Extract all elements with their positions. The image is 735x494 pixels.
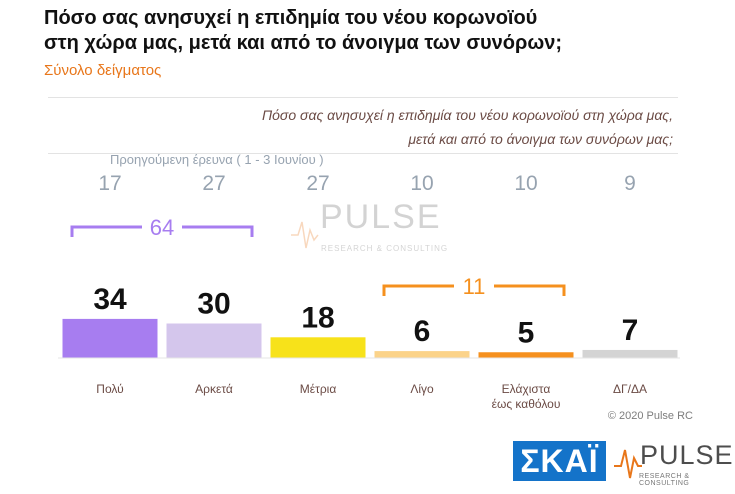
- category-label: ΔΓ/ΔΑ: [613, 382, 647, 396]
- page-title: Πόσο σας ανησυχεί η επιδημία του νέου κο…: [44, 6, 684, 56]
- bar: [478, 352, 574, 358]
- title-line-1: Πόσο σας ανησυχεί η επιδημία του νέου κο…: [44, 7, 538, 29]
- bar-value-label: 34: [93, 283, 127, 316]
- bar-value-label: 7: [622, 314, 639, 347]
- group-sum-bracket: 64: [70, 215, 254, 240]
- bracket-left-arm: [70, 225, 142, 237]
- previous-value-label: 10: [514, 172, 537, 195]
- question-line-1: Πόσο σας ανησυχεί η επιδημία του νέου κο…: [261, 107, 673, 123]
- group-sum-brackets: 64 11: [70, 215, 566, 299]
- bar-value-label: 6: [414, 315, 431, 348]
- bracket-right-arm: [494, 284, 566, 296]
- previous-value-label: 27: [306, 172, 329, 195]
- watermark-pulse-icon: [291, 221, 319, 249]
- watermark-tagline: RESEARCH & CONSULTING: [321, 244, 448, 253]
- bar: [374, 351, 470, 358]
- subtitle: Σύνολο δείγματος: [44, 62, 162, 79]
- bar: [62, 318, 158, 358]
- pulse-logo-word: PULSE: [640, 440, 734, 470]
- previous-survey-label: Προηγούμενη έρευνα ( 1 - 3 Ιουνίου ): [110, 152, 324, 167]
- skai-logo: ΣΚΑΪ: [513, 441, 606, 481]
- category-label: Μέτρια: [300, 382, 337, 396]
- pulse-logo-icon: [614, 449, 642, 479]
- title-line-2: στη χώρα μας, μετά και από το άνοιγμα τω…: [44, 32, 563, 54]
- question-line-2: μετά και από το άνοιγμα των συνόρων μας;: [408, 131, 673, 147]
- watermark-brand: PULSE: [320, 198, 442, 236]
- value-labels: 34 30 18 6 5 7: [93, 283, 638, 349]
- previous-value-label: 27: [202, 172, 225, 195]
- group-sum-label: 64: [150, 215, 174, 240]
- pulse-watermark: PULSE RESEARCH & CONSULTING: [291, 198, 448, 253]
- question-top-rule: [48, 97, 678, 98]
- previous-values: 17 27 27 10 10 9: [98, 172, 636, 195]
- category-label: Λίγο: [410, 382, 434, 396]
- bars: [62, 318, 678, 358]
- previous-value-label: 17: [98, 172, 121, 195]
- previous-value-label: 10: [410, 172, 433, 195]
- bar: [166, 323, 262, 358]
- group-sum-label: 11: [463, 274, 486, 299]
- question-bottom-rule: [48, 153, 678, 154]
- pulse-logo: PULSE RESEARCH & CONSULTING: [612, 440, 733, 487]
- category-labels: Πολύ Αρκετά Μέτρια Λίγο Ελάχιστα έως καθόλου Δ…: [96, 382, 647, 411]
- pulse-logo-tagline: RESEARCH & CONSULTING: [639, 473, 690, 487]
- bar-value-label: 18: [301, 301, 334, 334]
- bar: [582, 349, 678, 358]
- bar: [270, 337, 366, 358]
- question-text: Πόσο σας ανησυχεί η επιδημία του νέου κο…: [153, 103, 673, 151]
- bar-value-label: 30: [197, 288, 230, 321]
- bracket-left-arm: [382, 284, 454, 296]
- category-label: Πολύ: [96, 382, 123, 396]
- category-label: Ελάχιστα έως καθόλου: [492, 382, 561, 411]
- previous-value-label: 9: [624, 172, 636, 195]
- copyright-text: © 2020 Pulse RC: [607, 410, 693, 422]
- group-sum-bracket: 11: [382, 274, 566, 299]
- bar-value-label: 5: [518, 316, 535, 349]
- bracket-right-arm: [182, 225, 254, 237]
- category-label: Αρκετά: [195, 382, 233, 396]
